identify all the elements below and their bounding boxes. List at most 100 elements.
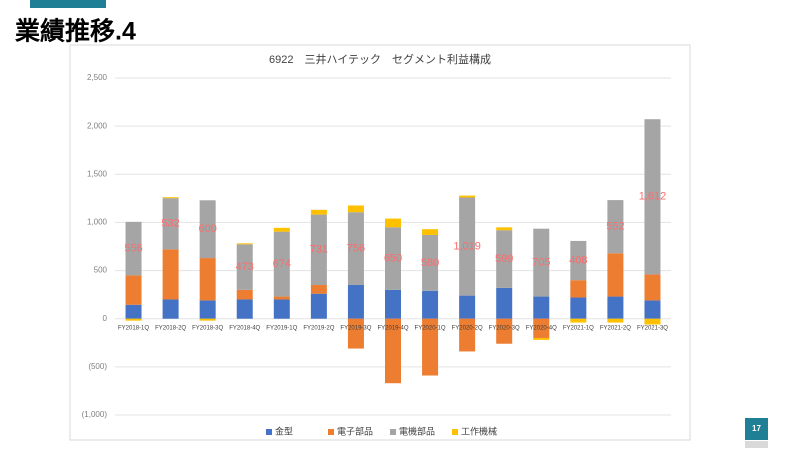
data-label: 705: [532, 257, 550, 269]
bar-segment: [496, 230, 513, 288]
x-tick-label: FY2020-1Q: [415, 325, 446, 331]
bar-segment: [385, 289, 401, 319]
bar-segment: [496, 318, 513, 344]
data-label: 552: [606, 221, 624, 233]
accent-bar: [30, 0, 106, 8]
bar-segment: [347, 318, 364, 349]
bar-segment: [533, 337, 550, 340]
x-tick-label: FY2019-1Q: [266, 325, 297, 331]
bar-segment: [273, 231, 290, 297]
data-label: 473: [236, 261, 254, 273]
y-tick-label: 500: [94, 266, 108, 275]
bar-segment: [273, 299, 290, 319]
bar-segment: [310, 293, 327, 319]
bar-segment: [644, 318, 661, 325]
x-tick-label: FY2018-4Q: [229, 325, 260, 331]
legend-swatch: [266, 429, 272, 435]
bar-segment: [422, 229, 439, 235]
bar-segment: [236, 243, 253, 245]
bar-segment: [459, 197, 476, 296]
bar-segment: [459, 318, 476, 352]
bar-segment: [310, 209, 327, 215]
bar-segment: [199, 258, 216, 301]
bar-segment: [422, 234, 439, 291]
slide-title: 業績推移.4: [15, 17, 136, 46]
bar-segment: [570, 297, 587, 319]
x-tick-label: FY2019-2Q: [303, 325, 334, 331]
bar-segment: [496, 287, 513, 319]
legend-label: 工作機械: [461, 425, 497, 436]
legend-swatch: [390, 429, 396, 435]
bar-segment: [385, 318, 401, 384]
x-tick-label: FY2021-3Q: [637, 325, 668, 331]
page-number-shadow: [745, 441, 768, 448]
data-label: 600: [198, 223, 216, 235]
bar-segment: [199, 318, 216, 321]
x-tick-label: FY2018-1Q: [118, 325, 149, 331]
data-label: 556: [124, 243, 142, 255]
y-tick-label: 2,000: [87, 121, 108, 130]
bar-segment: [125, 221, 142, 276]
y-tick-label: 2,500: [87, 73, 108, 82]
bar-segment: [310, 214, 327, 286]
bar-segment: [273, 227, 290, 232]
bar-segment: [273, 296, 290, 300]
bar-segment: [607, 200, 624, 254]
bar-segment: [236, 299, 253, 319]
bar-segment: [459, 295, 476, 319]
legend-swatch: [328, 429, 334, 435]
bar-segment: [570, 240, 587, 281]
x-tick-label: FY2021-2Q: [600, 325, 631, 331]
data-label: 408: [569, 254, 587, 266]
bar-segment: [607, 253, 624, 297]
data-label: 580: [421, 257, 439, 269]
page-number: 17: [752, 424, 761, 433]
bar-segment: [533, 296, 550, 319]
bar-segment: [422, 290, 439, 319]
bar-segment: [533, 228, 550, 297]
page-number-box: [745, 418, 768, 440]
bar-segment: [199, 200, 216, 259]
bar-segment: [125, 318, 142, 321]
bar-segment: [125, 275, 142, 305]
x-tick-label: FY2019-4Q: [377, 325, 408, 331]
x-tick-label: FY2020-2Q: [452, 325, 483, 331]
bar-segment: [644, 274, 661, 301]
bar-segment: [644, 300, 661, 319]
bar-segment: [199, 300, 216, 319]
y-tick-label: (1,000): [82, 410, 108, 419]
data-label: 532: [161, 218, 179, 230]
data-label: 1,612: [639, 191, 667, 203]
bar-segment: [533, 318, 550, 338]
legend-label: 電機部品: [399, 425, 435, 436]
bar-segment: [570, 280, 587, 298]
bar-segment: [385, 227, 401, 290]
bar-segment: [310, 285, 327, 294]
bar-segment: [607, 318, 624, 323]
x-tick-label: FY2020-4Q: [526, 325, 557, 331]
bar-segment: [236, 244, 253, 290]
data-label: 599: [495, 253, 513, 265]
legend-label: 電子部品: [337, 425, 373, 436]
bar-segment: [644, 119, 661, 275]
bar-segment: [459, 195, 476, 198]
x-tick-label: FY2021-1Q: [563, 325, 594, 331]
bar-segment: [125, 304, 142, 319]
bar-segment: [607, 296, 624, 319]
bar-segment: [496, 227, 513, 231]
x-tick-label: FY2019-3Q: [340, 325, 371, 331]
bar-segment: [347, 285, 364, 319]
bar-segment: [236, 289, 253, 300]
data-label: 756: [347, 243, 365, 255]
bar-segment: [162, 249, 179, 300]
y-tick-label: 1,500: [87, 169, 108, 178]
bar-segment: [347, 205, 364, 213]
x-tick-label: FY2020-3Q: [489, 325, 520, 331]
data-label: 731: [310, 244, 328, 256]
legend-swatch: [452, 429, 458, 435]
bar-segment: [347, 212, 364, 286]
bar-segment: [162, 299, 179, 319]
legend-label: 金型: [275, 425, 293, 436]
